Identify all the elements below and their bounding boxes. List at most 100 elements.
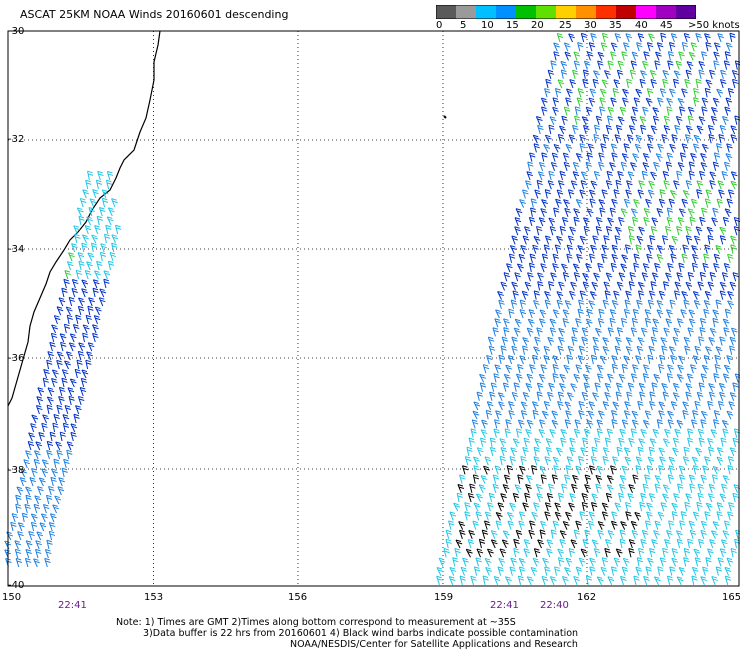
wind-barb: [713, 98, 719, 106]
wind-barb: [488, 337, 494, 345]
wind-barb: [512, 392, 518, 400]
wind-barb: [599, 200, 605, 208]
wind-barb: [623, 558, 629, 566]
wind-barb: [587, 153, 593, 162]
wind-barb: [450, 512, 456, 520]
wind-barb: [36, 406, 42, 414]
wind-barb: [593, 236, 599, 245]
wind-barb: [76, 270, 82, 279]
wind-barb: [723, 319, 729, 327]
wind-barb: [61, 342, 67, 351]
wind-barb: [93, 190, 99, 198]
wind-barb: [594, 134, 600, 143]
wind-barb: [573, 475, 579, 483]
wind-barb: [53, 423, 59, 432]
wind-barb: [686, 70, 692, 79]
wind-barb: [496, 521, 502, 530]
wind-barb: [602, 254, 608, 263]
wind-barb: [510, 457, 516, 466]
wind-barb: [485, 457, 491, 465]
wind-barb: [647, 144, 653, 152]
wind-barb: [535, 439, 541, 447]
wind-barb: [590, 567, 596, 576]
wind-barb: [558, 402, 564, 410]
wind-barb: [630, 273, 636, 282]
wind-barb: [647, 89, 653, 98]
wind-barb: [533, 558, 539, 566]
wind-barb: [541, 521, 547, 529]
wind-barb: [57, 307, 63, 315]
wind-barb: [701, 52, 707, 61]
wind-barb: [536, 117, 542, 125]
wind-barb: [471, 429, 477, 438]
wind-barb: [571, 181, 577, 189]
wind-barb: [573, 125, 579, 134]
wind-barb: [565, 52, 571, 60]
wind-barb: [688, 539, 694, 548]
wind-barb: [589, 43, 595, 52]
wind-barb: [589, 402, 595, 410]
wind-barb: [688, 438, 694, 447]
wind-barb: [696, 448, 702, 456]
wind-barb: [6, 558, 12, 567]
wind-barb: [510, 246, 516, 254]
wind-barb: [644, 576, 650, 584]
wind-barb: [620, 539, 626, 548]
wind-barb: [694, 98, 700, 107]
wind-barb: [663, 79, 669, 88]
wind-barb: [462, 466, 468, 475]
wind-barb: [562, 576, 568, 584]
wind-barb: [47, 441, 53, 450]
wind-barb: [538, 125, 544, 134]
wind-barb: [717, 457, 723, 465]
wind-barb: [720, 337, 726, 346]
wind-barb: [720, 227, 726, 235]
wind-barb: [647, 254, 653, 263]
wind-barb: [457, 493, 463, 502]
wind-barb: [516, 209, 522, 217]
wind-barb: [18, 523, 24, 531]
wind-barb: [664, 116, 670, 125]
wind-barb: [615, 346, 621, 355]
wind-barb: [537, 328, 543, 337]
wind-barb: [663, 171, 669, 180]
wind-barb: [551, 162, 557, 170]
wind-barb: [578, 356, 584, 364]
wind-barb: [652, 383, 658, 392]
wind-barb: [640, 117, 646, 125]
wind-barb: [444, 549, 450, 558]
wind-barb: [541, 264, 547, 272]
island-mark: [444, 116, 446, 118]
wind-barb: [583, 218, 589, 226]
wind-barb: [541, 209, 547, 217]
wind-barb: [700, 272, 706, 281]
wind-barb: [692, 254, 698, 262]
wind-barb: [26, 495, 32, 504]
wind-barb: [652, 328, 658, 337]
wind-barb: [586, 162, 592, 171]
wind-barb: [689, 171, 695, 180]
wind-barb: [669, 245, 675, 253]
wind-barb: [576, 466, 582, 474]
wind-barb: [709, 135, 715, 144]
wind-barb: [643, 107, 649, 116]
wind-barb: [488, 503, 494, 512]
wind-barb: [714, 153, 720, 162]
wind-barb: [575, 107, 581, 116]
wind-barb: [479, 485, 485, 493]
wind-barb: [632, 530, 638, 538]
wind-barb: [600, 208, 606, 217]
wind-barb: [618, 171, 624, 180]
wind-barb: [578, 246, 584, 254]
wind-barb: [682, 199, 688, 207]
wind-barb: [684, 558, 690, 567]
wind-barb: [613, 457, 619, 465]
wind-barb: [668, 365, 674, 373]
wind-barb: [95, 226, 101, 234]
wind-barb: [648, 135, 654, 143]
wind-barb: [52, 378, 58, 387]
wind-barb: [674, 71, 680, 79]
wind-barb: [62, 288, 68, 297]
wind-barb: [649, 549, 655, 558]
wind-barb: [660, 190, 666, 199]
